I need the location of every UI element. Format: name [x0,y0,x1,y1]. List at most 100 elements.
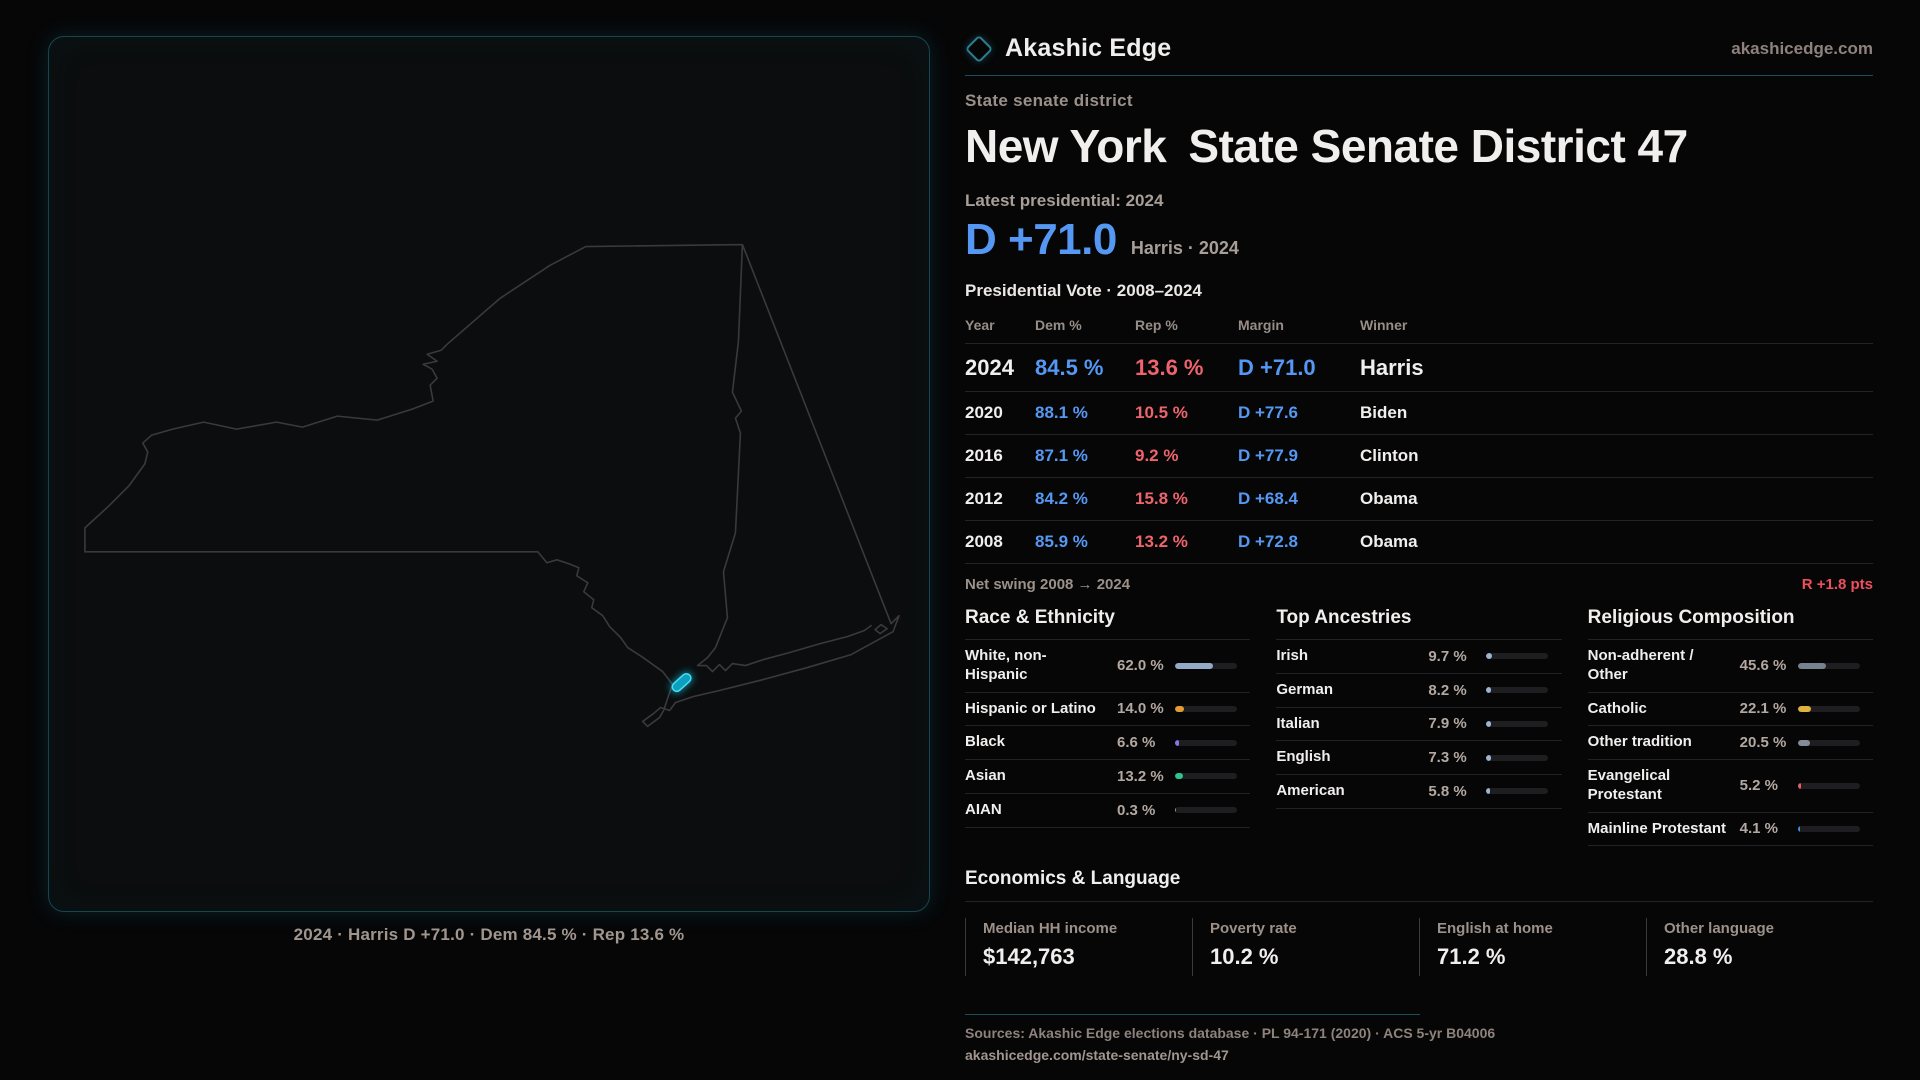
demographics-column: Race & Ethnicity White, non-Hispanic 62.0 … [965,607,1251,846]
state-outline [84,243,900,728]
demo-bar-track [1175,739,1237,746]
stat-label: Other language [1664,920,1775,938]
demo-bar-track [1175,662,1237,669]
demo-row: Other tradition 20.5 % [1587,726,1873,760]
demo-label: Asian [965,767,1006,784]
demo-label: Hispanic or Latino [965,699,1096,717]
cell-year: 2020 [965,403,1003,422]
latest-winner-note: Harris · 2024 [1130,238,1239,258]
cell-margin: D +68.4 [1238,489,1299,508]
cell-year: 2012 [965,489,1003,508]
demo-bar-track [1175,773,1237,780]
page-title-district: State Senate District 47 [1188,120,1688,172]
net-swing-row: Net swing 2008 → 2024 R +1.8 pts [965,564,1873,593]
demo-bar-track [1175,705,1237,712]
demo-bar-fill [1175,705,1184,712]
demo-bar-fill [1486,754,1491,761]
footer-divider [965,1014,1420,1016]
demographics-column: Religious Composition Non-adherent / Othe… [1587,607,1873,847]
presidential-table-title: Presidential Vote · 2008–2024 [965,281,1202,300]
page-url-slug[interactable]: akashicedge.com/state-senate/ny-sd-47 [965,1047,1229,1064]
economics-stats: Median HH income $142,763 Poverty rate 10.2… [965,918,1873,977]
demo-value: 62.0 % [1117,657,1164,675]
cell-winner: Obama [1360,532,1418,551]
demo-row: Catholic 22.1 % [1587,693,1873,727]
cell-winner: Clinton [1360,446,1419,465]
pres-table-rows: 2024 84.5 % 13.6 % D +71.0 Harris 2020 88.1 % 1… [965,344,1873,564]
cell-margin: D +71.0 [1238,354,1316,380]
demo-row: Asian 13.2 % [965,760,1251,794]
demo-label: Other tradition [1587,733,1692,751]
demo-label: Mainline Protestant [1587,819,1727,837]
net-swing-label: Net swing 2008 → 2024 [965,576,1131,593]
demo-value: 5.8 % [1428,782,1467,800]
demo-label: American [1276,782,1345,799]
demo-label: Irish [1276,647,1309,664]
brand-row: Akashic Edge akashicedge.com [964,34,1873,63]
demo-bar-fill [1797,782,1801,789]
table-row: 2016 87.1 % 9.2 % D +77.9 Clinton [965,435,1873,478]
cell-dem-pct: 88.1 % [1035,403,1088,422]
cell-margin: D +77.9 [1238,446,1299,465]
demo-bar-track [1797,782,1860,789]
demo-value: 45.6 % [1739,657,1787,675]
demo-bar-track [1486,754,1549,761]
section-title: Race & Ethnicity [965,607,1251,640]
demo-value: 0.3 % [1117,801,1156,819]
demo-value: 4.1 % [1739,820,1779,838]
demographics-grid: Race & Ethnicity White, non-Hispanic 62.0 … [965,607,1873,847]
col-header-winner: Winner [1360,317,1408,333]
table-row: 2008 85.9 % 13.2 % D +72.8 Obama [965,521,1873,564]
district-type-label: State senate district [965,91,1133,110]
demo-row: Irish 9.7 % [1276,640,1562,674]
demo-value: 13.2 % [1117,767,1164,785]
demo-row: White, non-Hispanic 62.0 % [965,640,1251,693]
demo-bar-fill [1175,739,1180,746]
economics-title: Economics & Language [965,868,1873,903]
col-header-dem: Dem % [1035,317,1082,333]
cell-rep-pct: 15.8 % [1135,489,1188,508]
cell-dem-pct: 84.5 % [1035,354,1104,380]
demo-bar-track [1486,788,1549,795]
stat-value: $142,763 [983,944,1075,970]
stat-value: 71.2 % [1437,944,1506,970]
demo-bar-fill [1486,788,1490,795]
demo-row: Evangelical Protestant 5.2 % [1587,760,1873,813]
stat-cell: Median HH income $142,763 [965,918,1192,977]
demo-bar-track [1797,662,1860,669]
demo-value: 22.1 % [1739,700,1787,718]
district-47-highlight[interactable] [668,669,695,695]
demo-bar-fill [1486,653,1493,660]
cell-winner: Biden [1360,403,1408,422]
demo-value: 7.3 % [1428,749,1467,767]
demo-bar-track [1486,653,1549,660]
page-title-state: New York [965,120,1167,172]
district-47-shape[interactable] [670,672,692,693]
demo-row: German 8.2 % [1276,674,1562,708]
stat-cell: Poverty rate 10.2 % [1192,918,1419,977]
net-swing-value: R +1.8 pts [1801,576,1873,593]
header-divider [965,75,1873,76]
demo-row: Hispanic or Latino 14.0 % [965,693,1251,727]
demo-bar-fill [1797,825,1801,832]
cell-rep-pct: 13.2 % [1135,532,1188,551]
brand-domain-link[interactable]: akashicedge.com [1731,38,1873,58]
demo-bar-fill [1486,720,1492,727]
stat-label: English at home [1437,920,1553,938]
brand-diamond-icon [964,34,994,63]
cell-dem-pct: 84.2 % [1035,489,1088,508]
table-row: 2012 84.2 % 15.8 % D +68.4 Obama [965,478,1873,521]
demo-row: Italian 7.9 % [1276,708,1562,742]
demo-value: 7.9 % [1428,715,1467,733]
latest-presidential-label: Latest presidential: 2024 [965,191,1164,210]
cell-year: 2008 [965,532,1003,551]
stats-panel: Akashic Edge akashicedge.com State senat… [964,0,1873,1065]
cell-rep-pct: 10.5 % [1135,403,1188,422]
demo-bar-track [1486,687,1549,694]
brand-name: Akashic Edge [1005,34,1172,62]
demo-bar-fill [1797,662,1826,669]
demo-bar-fill [1486,687,1492,694]
demo-row: American 5.8 % [1276,775,1562,809]
demo-value: 5.2 % [1739,777,1779,795]
